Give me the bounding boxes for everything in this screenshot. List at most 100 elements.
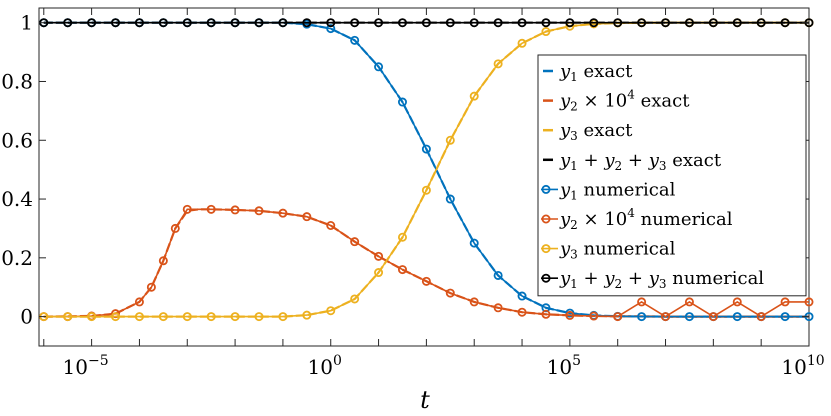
data-point [517, 307, 527, 317]
data-point [278, 208, 288, 218]
data-point [469, 18, 479, 28]
data-point [397, 265, 407, 275]
x-tick-label: 1010 [781, 353, 824, 379]
data-point [780, 312, 790, 322]
data-point [684, 312, 694, 322]
data-point [756, 312, 766, 322]
legend-entry: y1 + y2 + y3 exact [559, 150, 722, 173]
data-point [469, 91, 479, 101]
data-point [708, 312, 718, 322]
data-point [804, 297, 814, 307]
data-point [302, 310, 312, 320]
data-point [493, 59, 503, 69]
legend-entry: y1 numerical [559, 179, 676, 202]
y-tick-label: 0.4 [1, 187, 33, 211]
legend: y1 exact y2 × 104 exact y3 exact y1 + y2 + … [537, 54, 807, 297]
data-point [445, 18, 455, 28]
data-point [63, 18, 73, 28]
data-point [589, 311, 599, 321]
data-point [111, 18, 121, 28]
data-point [732, 18, 742, 28]
ticks-group: 0 0.2 0.4 0.6 0.8 1 10−5 100 105 1010 [1, 8, 825, 379]
data-point [780, 297, 790, 307]
data-point [254, 312, 264, 322]
x-tick-label: 105 [547, 353, 581, 379]
data-point [63, 312, 73, 322]
legend-swatch-marker [541, 273, 551, 283]
data-point [374, 268, 384, 278]
data-point [206, 312, 216, 322]
data-point [182, 204, 192, 214]
data-point [541, 27, 551, 37]
data-point [374, 62, 384, 72]
legend-entry: y1 exact [559, 61, 633, 84]
data-point [374, 251, 384, 261]
data-point [517, 291, 527, 301]
data-point [206, 18, 216, 28]
y-tick-label: 0 [20, 305, 33, 329]
data-point [493, 303, 503, 313]
legend-entry: y2 × 104 exact [559, 88, 690, 114]
legend-entry: y2 × 104 numerical [559, 206, 733, 232]
data-point [684, 18, 694, 28]
data-point [302, 212, 312, 222]
data-point [350, 237, 360, 247]
data-point [182, 312, 192, 322]
data-point [780, 18, 790, 28]
data-point [708, 18, 718, 28]
data-point [230, 18, 240, 28]
data-point [278, 312, 288, 322]
data-point [397, 97, 407, 107]
x-tick-label: 100 [308, 353, 342, 379]
legend-entry: y1 + y2 + y3 numerical [559, 268, 764, 291]
data-point [87, 18, 97, 28]
data-point [111, 312, 121, 322]
data-point [661, 18, 671, 28]
data-point [230, 205, 240, 215]
data-point [206, 204, 216, 214]
data-point [493, 18, 503, 28]
data-point [732, 312, 742, 322]
data-point [421, 144, 431, 154]
data-point [350, 294, 360, 304]
y-tick-label: 0.2 [1, 246, 33, 270]
legend-swatch-marker [541, 184, 551, 194]
data-point [158, 18, 168, 28]
plot-frame [38, 7, 810, 347]
data-point [350, 18, 360, 28]
y-tick-label: 0.6 [1, 128, 33, 152]
series-group [39, 18, 814, 322]
x-tick-label: 10−5 [63, 353, 109, 379]
data-point [146, 282, 156, 292]
data-point [158, 256, 168, 266]
data-point [326, 24, 336, 34]
data-point [230, 312, 240, 322]
data-point [541, 18, 551, 28]
data-point [421, 18, 431, 28]
legend-entry: y3 exact [559, 120, 633, 143]
legend-entry: y3 numerical [559, 239, 676, 262]
data-point [469, 238, 479, 248]
data-point [254, 206, 264, 216]
data-point [541, 309, 551, 319]
data-point [445, 288, 455, 298]
data-point [182, 18, 192, 28]
data-point [350, 35, 360, 45]
data-point [517, 18, 527, 28]
data-point [421, 185, 431, 195]
data-point [517, 38, 527, 48]
data-point [684, 297, 694, 307]
data-point [613, 18, 623, 28]
plot-area [38, 7, 810, 347]
x-axis-label: t [420, 386, 430, 414]
legend-swatch-marker [541, 244, 551, 254]
data-point [732, 297, 742, 307]
y-tick-label: 0.8 [1, 69, 33, 93]
data-point [493, 270, 503, 280]
data-point [374, 18, 384, 28]
data-point [613, 312, 623, 322]
legend-box [537, 54, 807, 297]
data-point [278, 18, 288, 28]
data-point [134, 297, 144, 307]
data-point [326, 220, 336, 230]
